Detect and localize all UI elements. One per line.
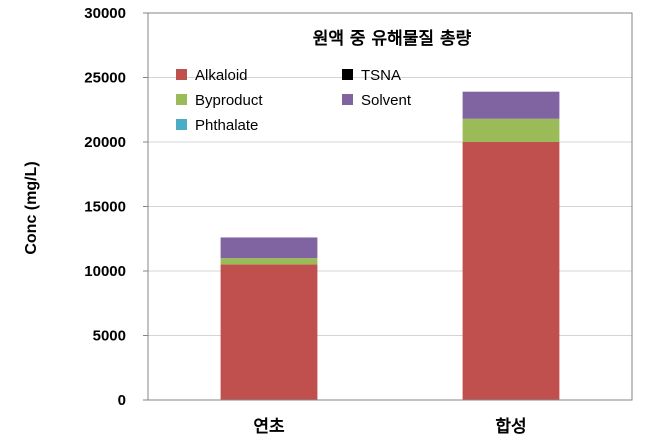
y-tick-label: 20000 [84,134,126,151]
legend-swatch-tsna [342,69,353,80]
y-tick-label: 30000 [84,5,126,22]
legend-swatch-alkaloid [176,69,187,80]
legend-swatch-solvent [342,94,353,105]
x-category-label: 합성 [495,416,526,437]
legend-label-phthalate: Phthalate [195,117,258,134]
bar-segment-solvent [462,91,560,119]
chart-title: 원액 중 유해물질 총량 [313,28,472,49]
x-axis-categories: 연초 합성 [253,416,526,437]
bar-segment-byproduct [220,258,318,265]
legend-label-alkaloid: Alkaloid [195,67,248,84]
bar-segment-alkaloid [462,142,560,400]
legend-label-solvent: Solvent [361,92,412,109]
legend: Alkaloid TSNA Byproduct Solvent Phthalate [176,67,412,134]
y-tick-label: 5000 [93,328,126,345]
legend-swatch-phthalate [176,119,187,130]
legend-label-byproduct: Byproduct [195,92,263,109]
bar-segment-solvent [220,237,318,259]
bar-layer [220,91,560,400]
y-tick-label: 0 [118,392,126,409]
legend-swatch-byproduct [176,94,187,105]
y-tick-label: 15000 [84,199,126,216]
bar-segment-alkaloid [220,264,318,400]
y-tick-label: 25000 [84,70,126,87]
x-category-label: 연초 [253,417,285,437]
y-axis-label: Conc (mg/L) [23,161,40,254]
legend-label-tsna: TSNA [361,67,401,84]
y-axis-ticks: 0 5000 10000 15000 20000 25000 30000 [84,5,148,409]
bar-segment-byproduct [462,118,560,142]
y-tick-label: 10000 [84,263,126,280]
